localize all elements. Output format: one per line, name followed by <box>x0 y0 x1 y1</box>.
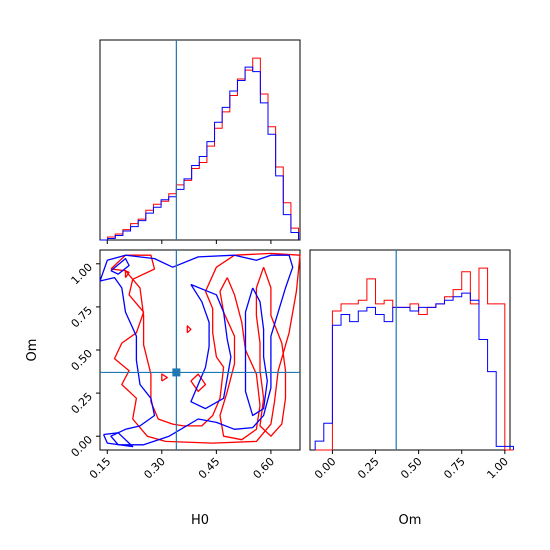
contour-panel: 0.15 0.30 0.45 0.60 0.00 0.25 0.50 0.75 1.00 H0… <box>25 249 301 528</box>
contour-line-4 <box>161 373 168 382</box>
hist-h0-panel <box>99 39 301 244</box>
contour-line-6 <box>186 325 192 334</box>
contour-y-axis-title: Om <box>25 339 40 362</box>
hist-om-frame <box>309 249 511 451</box>
contour-y-tick-label-2: 0.50 <box>69 347 96 374</box>
contour-x-tick-label-1: 0.30 <box>141 455 168 482</box>
hist-om-series-1-step <box>314 292 514 450</box>
hist-h0-series <box>100 57 300 241</box>
hist-om-x-tick-label-4: 1.00 <box>484 455 511 482</box>
contour-line-10 <box>244 287 268 417</box>
contour-series <box>99 252 301 448</box>
hist-om-ticks: 0.00 0.25 0.50 0.75 1.00 <box>312 450 511 481</box>
contour-y-ticks: 0.00 0.25 0.50 0.75 1.00 <box>69 261 100 460</box>
hist-h0-ticks <box>106 240 272 244</box>
contour-x-axis-title: H0 <box>191 513 209 528</box>
contour-x-ticks: 0.15 0.30 0.45 0.60 <box>87 450 277 481</box>
contour-x-tick-label-2: 0.45 <box>196 455 223 482</box>
contour-x-tick-label-0: 0.15 <box>87 455 114 482</box>
contour-y-tick-label-1: 0.25 <box>69 390 96 417</box>
contour-line-5 <box>124 270 130 278</box>
hist-om-x-tick-label-2: 0.50 <box>398 455 425 482</box>
contour-y-tick-label-0: 0.00 <box>69 433 96 460</box>
contour-line-7 <box>99 254 294 446</box>
contour-line-3 <box>190 373 207 393</box>
hist-om-x-tick-label-3: 0.75 <box>441 455 468 482</box>
hist-om-series <box>314 267 514 451</box>
hist-om-x-tick-label-1: 0.25 <box>355 455 382 482</box>
contour-x-tick-label-3: 0.60 <box>251 455 278 482</box>
contour-line-1 <box>219 277 261 441</box>
hist-om-panel: 0.00 0.25 0.50 0.75 1.00 Om <box>309 249 514 528</box>
contour-line-0 <box>110 252 301 444</box>
hist-om-x-axis-title: Om <box>399 513 422 528</box>
hist-om-x-tick-label-0: 0.00 <box>312 455 339 482</box>
contour-frame <box>99 249 301 451</box>
contour-line-9 <box>190 283 232 410</box>
hist-h0-series-1-step <box>100 66 300 241</box>
contour-y-tick-label-3: 0.75 <box>69 304 96 331</box>
hist-h0-series-0-step <box>100 57 300 241</box>
contour-y-tick-label-4: 1.00 <box>69 261 96 288</box>
hist-h0-frame <box>99 39 301 241</box>
contour-truth-marker <box>172 368 181 377</box>
contour-line-11 <box>103 432 134 448</box>
contour-line-8 <box>110 257 130 275</box>
hist-om-series-0-step <box>315 267 514 451</box>
